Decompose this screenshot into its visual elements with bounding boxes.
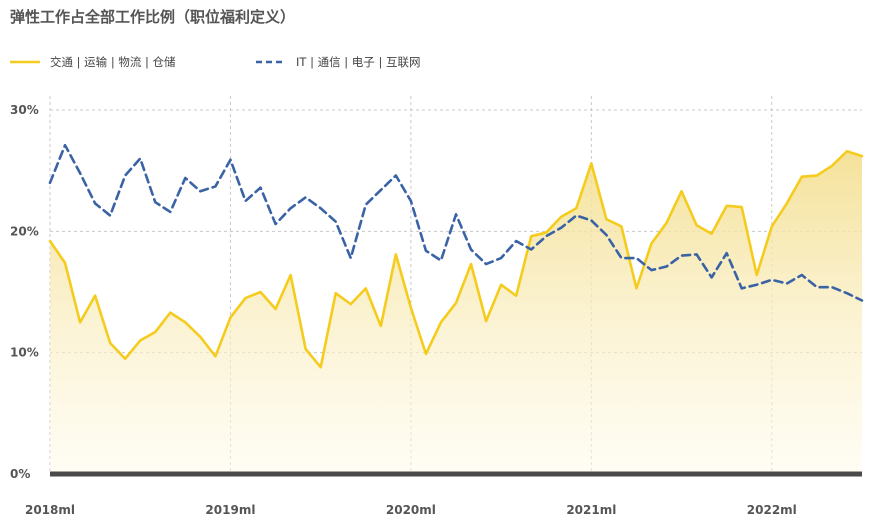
legend-item-it[interactable]: IT | 通信 | 电子 | 互联网 [256, 54, 420, 70]
legend-swatch-transport-icon [10, 60, 40, 64]
x-tick-label: 2020ml [386, 503, 436, 517]
series-transport-area [50, 151, 862, 474]
y-tick-label: 20% [10, 224, 39, 238]
x-tick-label: 2022ml [747, 503, 797, 517]
series-it-line [48, 143, 864, 302]
y-tick-label: 10% [10, 346, 39, 360]
chart-legend: 交通 | 运输 | 物流 | 仓储 IT | 通信 | 电子 | 互联网 [10, 54, 870, 74]
chart-title: 弹性工作占全部工作比例（职位福利定义） [10, 8, 296, 26]
legend-item-transport[interactable]: 交通 | 运输 | 物流 | 仓储 [10, 54, 176, 70]
y-tick-label: 30% [10, 103, 39, 117]
y-tick-label: 0% [10, 467, 30, 481]
x-tick-label: 2021ml [566, 503, 616, 517]
x-tick-label: 2019ml [205, 503, 255, 517]
legend-swatch-it-icon [256, 60, 286, 64]
x-tick-label: 2018ml [25, 503, 75, 517]
legend-label-transport: 交通 | 运输 | 物流 | 仓储 [50, 55, 176, 69]
legend-label-it: IT | 通信 | 电子 | 互联网 [296, 55, 421, 69]
series-transport-line [48, 149, 864, 369]
